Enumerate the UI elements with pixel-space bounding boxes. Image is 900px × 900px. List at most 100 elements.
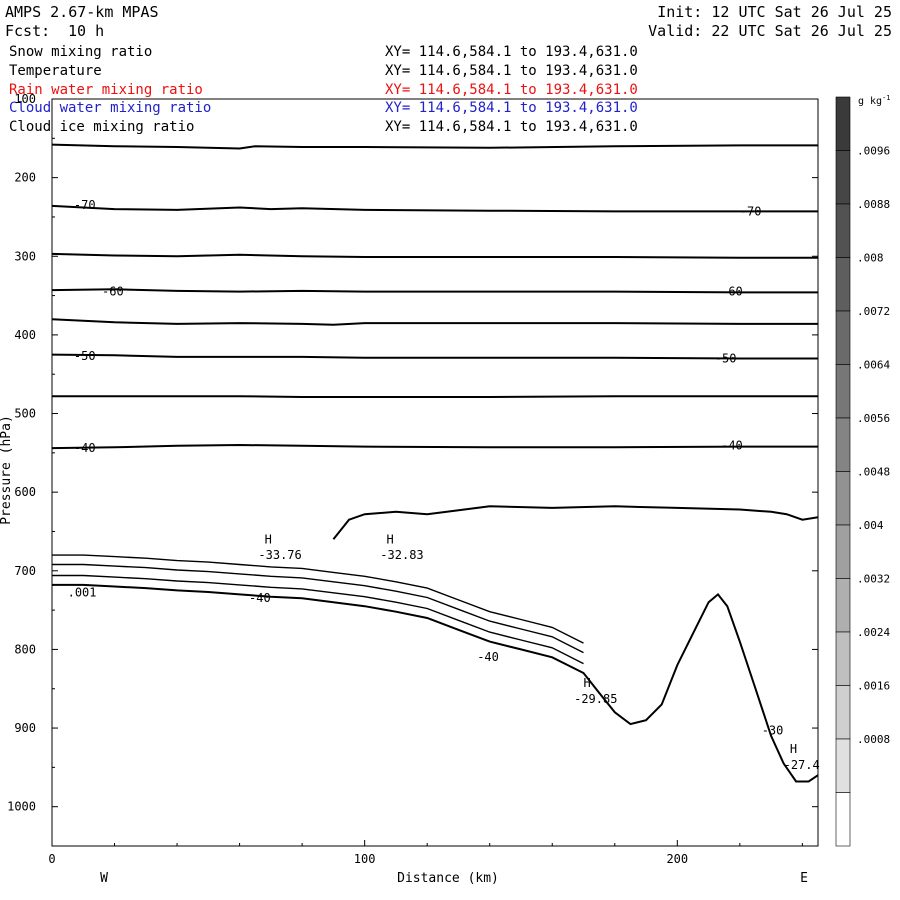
y-tick-label-6: 700: [14, 564, 36, 578]
x-axis-label: Distance (km): [397, 871, 499, 886]
contour-label-0: -70: [74, 198, 96, 212]
surface-contour-1: [52, 563, 584, 654]
model-title: AMPS 2.67-km MPAS: [5, 3, 159, 21]
colorbar-swatch-2: [835, 203, 851, 258]
terrain-profile: [52, 554, 819, 783]
x-tick-label-2: 200: [666, 852, 688, 866]
colorbar-label-2: .008: [857, 252, 884, 265]
isotherm-line-8: [332, 505, 819, 540]
isotherm-line-3: [51, 288, 818, 294]
field-xy-snow: XY= 114.6,584.1 to 193.4,631.0: [385, 44, 638, 60]
isotherm-line-6: [52, 395, 818, 398]
valid-time: Valid: 22 UTC Sat 26 Jul 25: [648, 22, 892, 40]
forecast-hour: 10 h: [68, 22, 105, 40]
x-tick-label-0: 0: [48, 852, 55, 866]
y-tick-label-2: 300: [14, 249, 36, 263]
colorbar-label-5: .0056: [857, 412, 890, 425]
field-xy-rain: XY= 114.6,584.1 to 193.4,631.0: [385, 82, 638, 98]
field-name-snow: Snow mixing ratio: [9, 44, 153, 60]
y-tick-label-0: 100: [14, 92, 36, 106]
surface-contour-0: [52, 574, 584, 665]
field-xy-cloud-ice: XY= 114.6,584.1 to 193.4,631.0: [385, 119, 638, 135]
colorbar-label-4: .0064: [857, 359, 890, 372]
west-label: W: [100, 871, 108, 886]
contour-label-16: -29.85: [574, 692, 617, 706]
colorbar-swatch-4: [835, 310, 851, 365]
colorbar-swatch-8: [835, 524, 851, 579]
colorbar-label-7: .004: [857, 519, 884, 532]
surface-contour-2: [52, 554, 584, 644]
east-label: E: [800, 871, 808, 886]
colorbar-swatch-7: [835, 471, 851, 526]
colorbar-label-6: .0048: [857, 466, 890, 479]
colorbar-swatch-0: [835, 96, 851, 151]
field-xy-temperature: XY= 114.6,584.1 to 193.4,631.0: [385, 63, 638, 79]
field-name-cloud-ice: Cloud ice mixing ratio: [9, 119, 195, 135]
field-name-rain: Rain water mixing ratio: [9, 82, 203, 98]
colorbar-swatch-5: [835, 364, 851, 419]
contour-label-11: H: [265, 532, 272, 546]
contour-label-3: -60: [721, 285, 743, 299]
contour-label-9: -40: [477, 650, 499, 664]
colorbar-swatch-9: [835, 578, 851, 633]
colorbar-label-10: .0016: [857, 680, 890, 693]
contour-label-19: -27.4: [784, 758, 820, 772]
contour-label-2: -60: [102, 285, 124, 299]
y-axis-label: Pressure (hPa): [0, 415, 14, 525]
forecast-label: Fcst:: [5, 22, 51, 40]
isotherm-line-7: [51, 443, 818, 450]
distance-axis: 0 100 200: [48, 840, 803, 866]
y-tick-label-8: 900: [14, 721, 36, 735]
y-tick-label-4: 500: [14, 407, 36, 421]
colorbar-label-0: .0096: [857, 145, 890, 158]
colorbar-swatch-13: [835, 792, 851, 847]
contour-label-18: H: [790, 742, 797, 756]
y-tick-label-1: 200: [14, 171, 36, 185]
field-name-temperature: Temperature: [9, 63, 102, 79]
contour-label-14: -32.83: [380, 548, 423, 562]
colorbar-label-11: .0008: [857, 733, 890, 746]
isotherm-lines: [51, 143, 819, 540]
contour-label-6: -40: [74, 441, 96, 455]
colorbar-swatch-11: [835, 685, 851, 740]
colorbar-swatch-1: [835, 150, 851, 205]
contour-label-15: H: [584, 676, 591, 690]
contour-label-5: -50: [715, 351, 737, 365]
contour-label-12: -33.76: [258, 548, 301, 562]
contour-label-4: -50: [74, 349, 96, 363]
isotherm-line-4: [51, 318, 818, 326]
isotherm-line-2: [51, 252, 818, 259]
colorbar-swatch-12: [835, 738, 851, 793]
colorbar-swatch-10: [835, 631, 851, 686]
y-tick-label-5: 600: [14, 485, 36, 499]
terrain-line: [52, 583, 819, 783]
colorbar-label-9: .0024: [857, 626, 890, 639]
contour-label-1: -70: [740, 204, 762, 218]
field-xy-cloud-water: XY= 114.6,584.1 to 193.4,631.0: [385, 100, 638, 116]
pressure-axis: 100 200 300 400 500 600 700 800 900 1000: [7, 92, 818, 847]
colorbar: .0096 .0088 .008 .0072 .0064 .0056 .0048 .004 .0…: [835, 96, 890, 847]
contour-label-8: -40: [249, 591, 271, 605]
contour-label-10: .001: [68, 586, 97, 600]
contour-label-7: -40: [721, 439, 743, 453]
plot-frame: [51, 98, 819, 847]
x-tick-label-1: 100: [354, 852, 376, 866]
colorbar-swatch-3: [835, 257, 851, 312]
init-time: Init: 12 UTC Sat 26 Jul 25: [657, 3, 892, 21]
colorbar-label-1: .0088: [857, 198, 890, 211]
colorbar-label-3: .0072: [857, 305, 890, 318]
contour-annotations: -70 -70 -60 -60 -50 -50 -40 -40 -40 -40 .001 H -33.7…: [68, 198, 820, 772]
y-tick-label-9: 1000: [7, 800, 36, 814]
colorbar-swatch-6: [835, 417, 851, 472]
colorbar-unit-base: g kg: [858, 96, 882, 107]
isotherm-line-1: [51, 204, 818, 213]
y-tick-label-7: 800: [14, 642, 36, 656]
colorbar-label-8: .0032: [857, 573, 890, 586]
isotherm-line-0: [51, 143, 818, 150]
colorbar-unit-exponent: -1: [882, 94, 890, 102]
contour-label-13: H: [387, 532, 394, 546]
isotherm-line-5: [51, 353, 818, 360]
contour-label-17: -30: [762, 723, 784, 737]
y-tick-label-3: 400: [14, 328, 36, 342]
